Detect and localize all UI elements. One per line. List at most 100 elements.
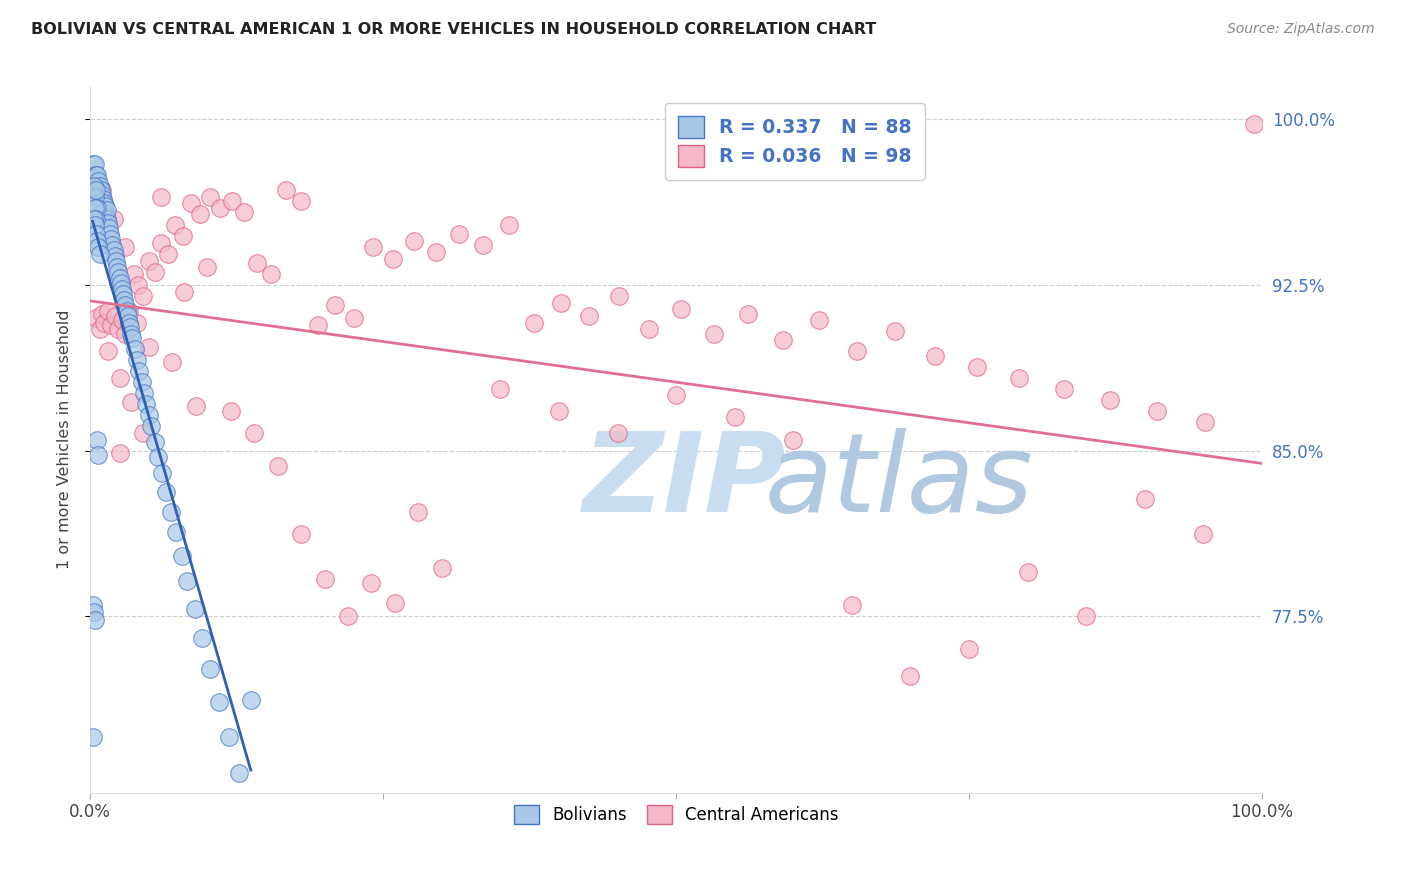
- Point: [314, 572, 336, 586]
- Point: [120, 326, 142, 341]
- Point: [112, 293, 135, 308]
- Point: [924, 349, 946, 363]
- Point: [86, 433, 108, 447]
- Point: [132, 425, 155, 440]
- Point: [103, 243, 125, 257]
- Point: [155, 485, 177, 500]
- Point: [173, 285, 195, 299]
- Point: [83, 168, 105, 182]
- Point: [89, 178, 111, 193]
- Point: [87, 183, 110, 197]
- Point: [84, 156, 107, 170]
- Point: [1192, 527, 1215, 541]
- Point: [112, 286, 135, 301]
- Point: [808, 313, 831, 327]
- Point: [197, 260, 219, 275]
- Point: [1053, 382, 1076, 396]
- Point: [120, 395, 142, 409]
- Legend: Bolivians, Central Americans: Bolivians, Central Americans: [503, 795, 849, 834]
- Point: [138, 409, 160, 423]
- Point: [669, 302, 692, 317]
- Point: [91, 183, 114, 197]
- Point: [208, 695, 231, 709]
- Point: [150, 466, 173, 480]
- Point: [105, 253, 128, 268]
- Point: [93, 205, 115, 219]
- Point: [141, 419, 163, 434]
- Point: [260, 267, 283, 281]
- Point: [94, 207, 117, 221]
- Point: [101, 238, 124, 252]
- Point: [82, 731, 104, 745]
- Point: [122, 267, 145, 281]
- Point: [114, 326, 136, 341]
- Point: [638, 322, 661, 336]
- Point: [489, 382, 512, 396]
- Point: [772, 333, 794, 347]
- Point: [243, 425, 266, 440]
- Point: [184, 400, 207, 414]
- Point: [360, 576, 382, 591]
- Point: [172, 229, 194, 244]
- Point: [381, 252, 404, 266]
- Point: [84, 183, 107, 197]
- Point: [198, 662, 221, 676]
- Point: [82, 598, 104, 612]
- Point: [232, 205, 254, 219]
- Point: [91, 307, 114, 321]
- Point: [737, 307, 759, 321]
- Text: Source: ZipAtlas.com: Source: ZipAtlas.com: [1227, 22, 1375, 37]
- Point: [118, 316, 141, 330]
- Point: [884, 324, 907, 338]
- Point: [578, 309, 600, 323]
- Point: [110, 276, 132, 290]
- Point: [84, 227, 107, 242]
- Point: [87, 240, 110, 254]
- Point: [138, 340, 160, 354]
- Point: [108, 446, 131, 460]
- Point: [127, 278, 149, 293]
- Point: [94, 198, 117, 212]
- Point: [307, 318, 329, 332]
- Point: [131, 375, 153, 389]
- Point: [1146, 404, 1168, 418]
- Point: [724, 410, 747, 425]
- Point: [1008, 370, 1031, 384]
- Point: [176, 574, 198, 588]
- Point: [127, 353, 149, 368]
- Point: [267, 458, 290, 473]
- Point: [115, 304, 138, 318]
- Point: [290, 194, 312, 208]
- Point: [107, 322, 129, 336]
- Point: [606, 425, 628, 440]
- Point: [89, 322, 111, 336]
- Point: [108, 370, 131, 384]
- Point: [274, 183, 297, 197]
- Point: [96, 202, 118, 217]
- Point: [361, 240, 384, 254]
- Point: [550, 295, 572, 310]
- Point: [100, 318, 122, 332]
- Point: [87, 448, 110, 462]
- Point: [84, 178, 107, 193]
- Point: [165, 525, 187, 540]
- Point: [83, 178, 105, 193]
- Point: [143, 434, 166, 449]
- Text: atlas: atlas: [763, 428, 1032, 535]
- Point: [84, 614, 107, 628]
- Point: [128, 364, 150, 378]
- Point: [845, 344, 868, 359]
- Point: [86, 178, 108, 193]
- Point: [1076, 609, 1098, 624]
- Point: [1017, 565, 1039, 579]
- Point: [156, 247, 179, 261]
- Point: [86, 168, 108, 182]
- Point: [120, 320, 142, 334]
- Point: [83, 178, 105, 193]
- Point: [103, 211, 125, 226]
- Point: [104, 249, 127, 263]
- Point: [143, 265, 166, 279]
- Point: [98, 220, 121, 235]
- Point: [190, 631, 212, 645]
- Point: [93, 196, 115, 211]
